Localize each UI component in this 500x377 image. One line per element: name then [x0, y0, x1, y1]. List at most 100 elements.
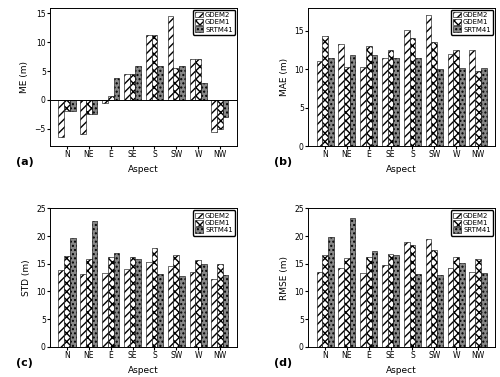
Bar: [416, 58, 421, 146]
Bar: [108, 256, 114, 347]
Bar: [388, 50, 394, 146]
Bar: [448, 268, 454, 347]
Bar: [158, 274, 163, 347]
Bar: [316, 272, 322, 347]
Bar: [223, 275, 228, 347]
Bar: [130, 74, 136, 100]
Bar: [152, 35, 158, 100]
Bar: [217, 100, 223, 129]
Bar: [426, 15, 432, 146]
Bar: [64, 256, 70, 347]
Bar: [179, 66, 185, 100]
Bar: [190, 272, 196, 347]
Bar: [416, 274, 421, 347]
Bar: [168, 16, 173, 100]
Bar: [136, 259, 141, 347]
Bar: [70, 100, 75, 112]
Bar: [316, 61, 322, 146]
Y-axis label: ME (m): ME (m): [20, 61, 29, 93]
Legend: GDEM2, GDEM1, SRTM41: GDEM2, GDEM1, SRTM41: [450, 10, 493, 35]
Legend: GDEM2, GDEM1, SRTM41: GDEM2, GDEM1, SRTM41: [192, 10, 235, 35]
Bar: [223, 100, 228, 117]
Bar: [454, 50, 459, 146]
Bar: [114, 78, 119, 100]
Bar: [201, 264, 206, 347]
Text: (c): (c): [16, 358, 33, 368]
Bar: [394, 58, 399, 146]
Bar: [388, 254, 394, 347]
Text: (b): (b): [274, 157, 292, 167]
Bar: [360, 273, 366, 347]
Bar: [382, 58, 388, 146]
Bar: [146, 35, 152, 100]
Bar: [426, 239, 432, 347]
Bar: [146, 262, 152, 347]
Bar: [124, 74, 130, 100]
X-axis label: Aspect: Aspect: [128, 366, 159, 375]
Bar: [70, 238, 75, 347]
Bar: [372, 251, 378, 347]
Bar: [179, 276, 185, 347]
Bar: [124, 269, 130, 347]
Bar: [470, 50, 475, 146]
Bar: [212, 100, 217, 132]
Bar: [366, 256, 372, 347]
Bar: [344, 257, 350, 347]
Bar: [92, 100, 98, 114]
Y-axis label: STD (m): STD (m): [22, 259, 30, 296]
Bar: [328, 58, 334, 146]
Bar: [212, 279, 217, 347]
Bar: [322, 256, 328, 347]
Bar: [217, 264, 223, 347]
Bar: [338, 44, 344, 146]
Bar: [58, 100, 64, 137]
Bar: [58, 270, 64, 347]
Bar: [475, 259, 481, 347]
Bar: [404, 30, 409, 146]
Bar: [475, 71, 481, 146]
Bar: [350, 55, 356, 146]
Bar: [158, 66, 163, 100]
Bar: [102, 273, 108, 347]
Bar: [481, 273, 486, 347]
Bar: [80, 274, 86, 347]
Bar: [459, 67, 464, 146]
Bar: [102, 100, 108, 103]
Bar: [328, 237, 334, 347]
X-axis label: Aspect: Aspect: [386, 165, 417, 174]
Bar: [174, 68, 179, 100]
Bar: [108, 97, 114, 100]
Bar: [344, 67, 350, 146]
Bar: [432, 42, 437, 146]
Bar: [136, 66, 141, 100]
Bar: [432, 250, 437, 347]
Bar: [404, 242, 409, 347]
Bar: [196, 261, 201, 347]
Bar: [80, 100, 86, 135]
Bar: [470, 272, 475, 347]
Bar: [86, 100, 92, 114]
Bar: [437, 275, 443, 347]
Bar: [448, 54, 454, 146]
Y-axis label: MAE (m): MAE (m): [280, 58, 288, 96]
Bar: [190, 60, 196, 100]
Bar: [86, 259, 92, 347]
Bar: [350, 218, 356, 347]
Legend: GDEM2, GDEM1, SRTM41: GDEM2, GDEM1, SRTM41: [192, 210, 235, 236]
Bar: [92, 221, 98, 347]
Legend: GDEM2, GDEM1, SRTM41: GDEM2, GDEM1, SRTM41: [450, 210, 493, 236]
Bar: [481, 68, 486, 146]
Bar: [360, 67, 366, 146]
Bar: [437, 69, 443, 146]
Text: (a): (a): [16, 157, 34, 167]
Bar: [152, 248, 158, 347]
Bar: [64, 100, 70, 112]
Bar: [174, 256, 179, 347]
Bar: [410, 245, 416, 347]
Bar: [366, 46, 372, 146]
Bar: [459, 263, 464, 347]
Bar: [196, 60, 201, 100]
Bar: [410, 38, 416, 146]
Text: (d): (d): [274, 358, 292, 368]
Bar: [168, 266, 173, 347]
